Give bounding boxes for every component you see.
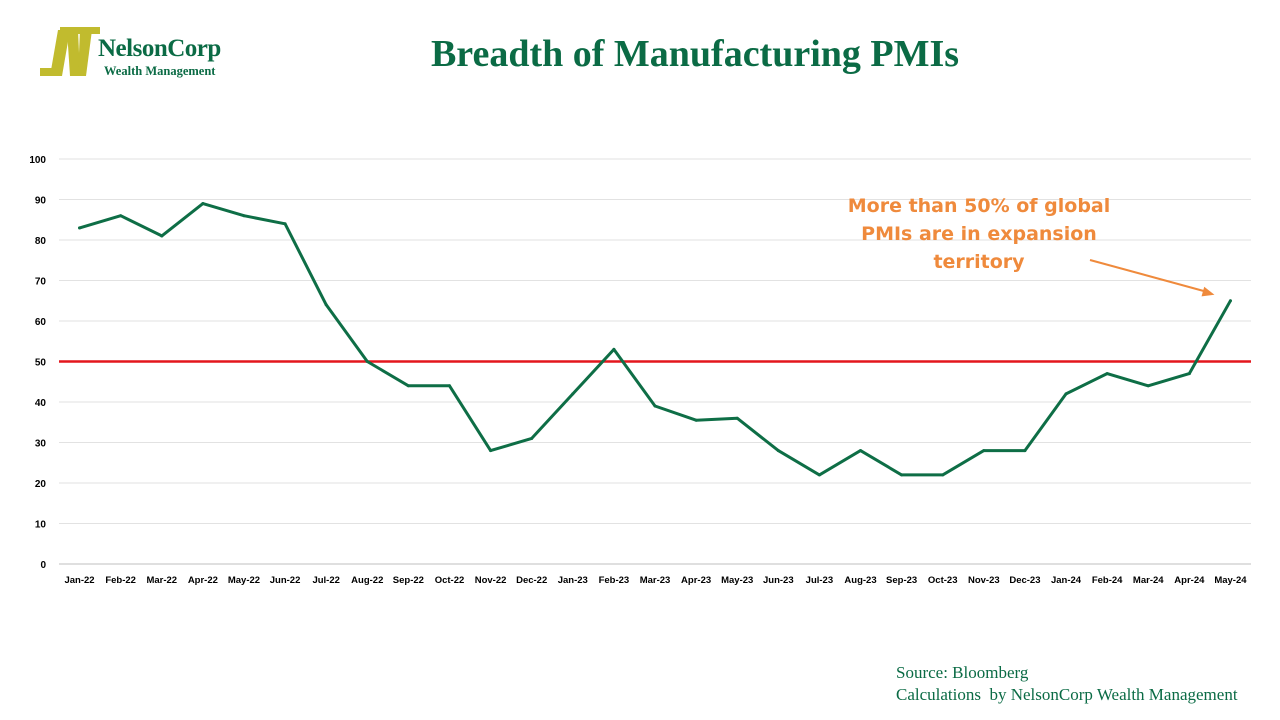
data-point	[1228, 299, 1232, 303]
data-point	[489, 449, 493, 453]
data-point	[859, 449, 863, 453]
data-points	[78, 202, 1232, 477]
x-tick-label: May-23	[721, 575, 753, 586]
annotation-line-2: PMIs are in expansion	[861, 223, 1097, 245]
y-tick-label: 50	[35, 358, 47, 369]
x-tick-label: Jan-23	[558, 575, 588, 586]
x-tick-label: Feb-22	[105, 575, 136, 586]
annotation-arrow	[1089, 259, 1215, 297]
data-point	[406, 384, 410, 388]
logo-mark-icon	[40, 27, 100, 76]
data-point	[1105, 372, 1109, 376]
data-point	[1023, 449, 1027, 453]
y-tick-label: 80	[35, 236, 47, 247]
annotation-text: More than 50% of global PMIs are in expa…	[838, 192, 1120, 276]
data-point	[447, 384, 451, 388]
data-point	[201, 202, 205, 206]
x-tick-label: Oct-23	[928, 575, 958, 586]
data-point	[612, 347, 616, 351]
x-tick-label: Feb-23	[599, 575, 630, 586]
data-point	[160, 234, 164, 238]
x-tick-label: May-24	[1214, 575, 1247, 586]
data-point	[1064, 392, 1068, 396]
data-point	[283, 222, 287, 226]
data-point	[941, 473, 945, 477]
y-axis-tick-labels: 0 10 20 30 40 50 60 70 80 90 100	[29, 155, 46, 571]
x-tick-label: Sep-22	[393, 575, 424, 586]
annotation-line-1: More than 50% of global	[847, 195, 1111, 217]
data-point	[365, 360, 369, 363]
x-axis-tick-labels: Jan-22 Feb-22 Mar-22 Apr-22 May-22 Jun-22 Jul-…	[64, 575, 1247, 586]
x-tick-label: Jun-23	[763, 575, 794, 586]
y-tick-label: 100	[29, 155, 46, 166]
annotation-line-3: territory	[933, 251, 1025, 273]
y-tick-label: 60	[35, 317, 47, 328]
y-tick-label: 20	[35, 479, 47, 490]
x-tick-label: Sep-23	[886, 575, 917, 586]
y-tick-label: 40	[35, 398, 47, 409]
y-tick-label: 90	[35, 196, 47, 207]
source-line-1: Source: Bloomberg	[896, 663, 1029, 682]
x-tick-label: Jan-24	[1051, 575, 1082, 586]
x-tick-label: Dec-23	[1009, 575, 1040, 586]
data-point	[571, 392, 575, 396]
data-point	[530, 436, 534, 440]
x-tick-label: Feb-24	[1092, 575, 1123, 586]
chart-title: Breadth of Manufacturing PMIs	[430, 33, 960, 75]
data-point	[776, 449, 780, 453]
data-point	[982, 449, 986, 453]
logo-name: NelsonCorp	[98, 35, 221, 62]
data-point	[324, 303, 328, 307]
data-point	[1187, 372, 1191, 376]
data-point	[900, 473, 904, 477]
x-tick-label: Nov-23	[968, 575, 1000, 586]
x-tick-label: Jun-22	[270, 575, 301, 586]
data-point	[653, 404, 657, 408]
y-tick-label: 70	[35, 277, 47, 288]
x-tick-label: May-22	[228, 575, 260, 586]
y-tick-label: 10	[35, 520, 47, 531]
x-tick-label: Mar-22	[146, 575, 177, 586]
source-note: Source: Bloomberg Calculations by Nelson…	[896, 662, 1238, 706]
x-tick-label: Aug-22	[351, 575, 383, 586]
x-tick-label: Apr-22	[188, 575, 218, 586]
source-line-2: Calculations by NelsonCorp Wealth Manage…	[896, 685, 1238, 704]
arrow-shaft	[1089, 259, 1207, 293]
x-tick-label: Nov-22	[475, 575, 507, 586]
data-point	[817, 473, 821, 477]
y-tick-label: 0	[40, 560, 46, 571]
x-tick-label: Mar-23	[640, 575, 671, 586]
data-point	[1146, 384, 1150, 388]
x-tick-label: Mar-24	[1133, 575, 1164, 586]
data-point	[78, 226, 82, 230]
data-point	[242, 214, 246, 218]
arrow-head-icon	[1201, 286, 1215, 297]
x-tick-label: Jan-22	[64, 575, 94, 586]
x-tick-label: Apr-24	[1174, 575, 1205, 586]
data-point	[119, 214, 123, 218]
x-tick-label: Apr-23	[681, 575, 711, 586]
x-tick-label: Dec-22	[516, 575, 547, 586]
x-tick-label: Jul-23	[806, 575, 833, 586]
x-tick-label: Aug-23	[844, 575, 876, 586]
x-tick-label: Oct-22	[435, 575, 465, 586]
data-point	[694, 418, 698, 422]
data-point	[735, 416, 739, 420]
company-logo: NelsonCorp Wealth Management	[40, 26, 250, 82]
x-tick-label: Jul-22	[312, 575, 339, 586]
logo-subtitle: Wealth Management	[104, 64, 216, 78]
y-tick-label: 30	[35, 439, 47, 450]
